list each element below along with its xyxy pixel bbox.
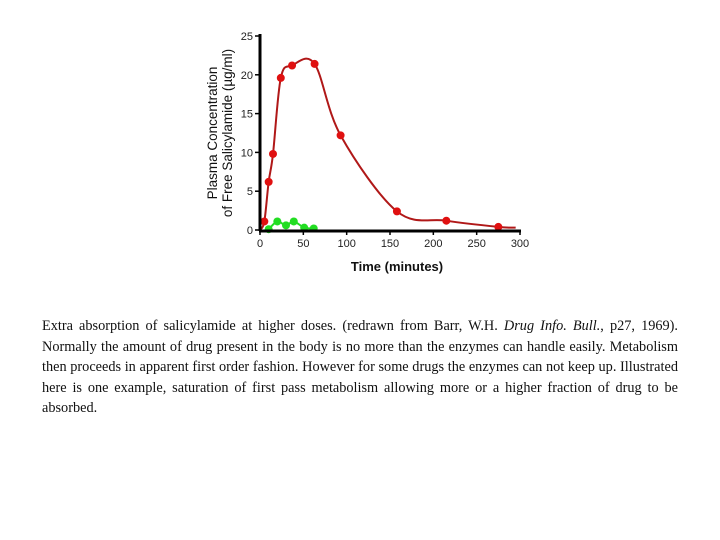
caption-text-part2: , p27, 1969). Normally the amount of dru… <box>42 318 679 416</box>
y-tick-label: 5 <box>247 186 253 198</box>
data-point-marker <box>442 216 451 225</box>
x-tick-label: 200 <box>424 238 442 250</box>
y-axis-label-line2: of Free Salicylamide (µg/ml) <box>220 49 235 217</box>
x-axis-ticks: 0 50 100 150 200 250 300 <box>257 230 529 250</box>
caption-journal-title: Drug Info. Bull. <box>503 318 601 334</box>
x-tick-label: 50 <box>297 238 309 250</box>
y-axis-ticks: 0 5 10 15 20 25 <box>241 31 260 237</box>
data-point-marker <box>392 207 401 216</box>
concentration-time-chart: 0 5 10 15 20 25 0 50 100 150 200 250 300 Plasma Con… <box>205 31 529 274</box>
data-point-marker <box>260 217 269 226</box>
y-tick-label: 10 <box>241 147 253 159</box>
data-point-marker <box>264 177 273 186</box>
data-point-marker <box>336 131 345 140</box>
y-tick-label: 0 <box>247 225 253 237</box>
data-point-marker <box>269 149 277 158</box>
data-point-marker <box>282 221 290 230</box>
y-tick-label: 25 <box>241 31 253 43</box>
data-point-marker <box>289 217 298 226</box>
x-tick-label: 150 <box>381 238 399 250</box>
series-line <box>259 57 516 231</box>
caption-text-part1: Extra absorption of salicylamide at high… <box>42 318 504 334</box>
y-tick-label: 15 <box>241 109 253 121</box>
data-point-marker <box>276 73 285 82</box>
x-tick-label: 300 <box>511 238 529 250</box>
y-axis-label-line1: Plasma Concentration <box>205 67 220 200</box>
data-point-marker <box>310 59 319 68</box>
data-point-marker <box>273 217 282 226</box>
data-point-marker <box>288 61 297 70</box>
x-tick-label: 250 <box>467 238 485 250</box>
x-axis-label: Time (minutes) <box>351 259 443 274</box>
figure-caption: Extra absorption of salicylamide at high… <box>42 316 678 419</box>
x-tick-label: 100 <box>337 238 355 250</box>
y-tick-label: 20 <box>241 70 253 82</box>
x-tick-label: 0 <box>257 238 263 250</box>
data-series <box>259 57 516 234</box>
data-point-marker <box>494 222 503 231</box>
